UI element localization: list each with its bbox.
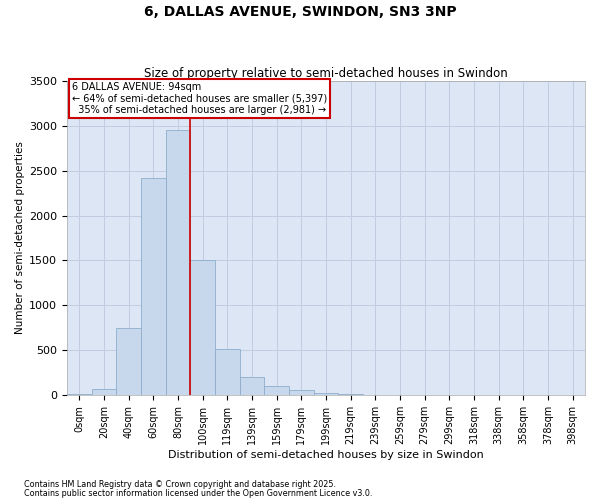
Bar <box>314 392 338 396</box>
Text: 6 DALLAS AVENUE: 94sqm
← 64% of semi-detached houses are smaller (5,397)
  35% o: 6 DALLAS AVENUE: 94sqm ← 64% of semi-det… <box>72 82 328 116</box>
Bar <box>215 348 239 396</box>
Bar <box>289 390 314 396</box>
Y-axis label: Number of semi-detached properties: Number of semi-detached properties <box>15 142 25 334</box>
Title: Size of property relative to semi-detached houses in Swindon: Size of property relative to semi-detach… <box>144 66 508 80</box>
Bar <box>92 389 116 396</box>
Bar <box>363 394 388 396</box>
Text: 6, DALLAS AVENUE, SWINDON, SN3 3NP: 6, DALLAS AVENUE, SWINDON, SN3 3NP <box>143 5 457 19</box>
Bar <box>265 386 289 396</box>
Bar <box>190 260 215 396</box>
Bar <box>141 178 166 396</box>
Bar <box>67 394 92 396</box>
Bar <box>166 130 190 396</box>
Text: Contains public sector information licensed under the Open Government Licence v3: Contains public sector information licen… <box>24 488 373 498</box>
X-axis label: Distribution of semi-detached houses by size in Swindon: Distribution of semi-detached houses by … <box>168 450 484 460</box>
Bar <box>338 394 363 396</box>
Bar <box>239 378 265 396</box>
Text: Contains HM Land Registry data © Crown copyright and database right 2025.: Contains HM Land Registry data © Crown c… <box>24 480 336 489</box>
Bar <box>116 328 141 396</box>
